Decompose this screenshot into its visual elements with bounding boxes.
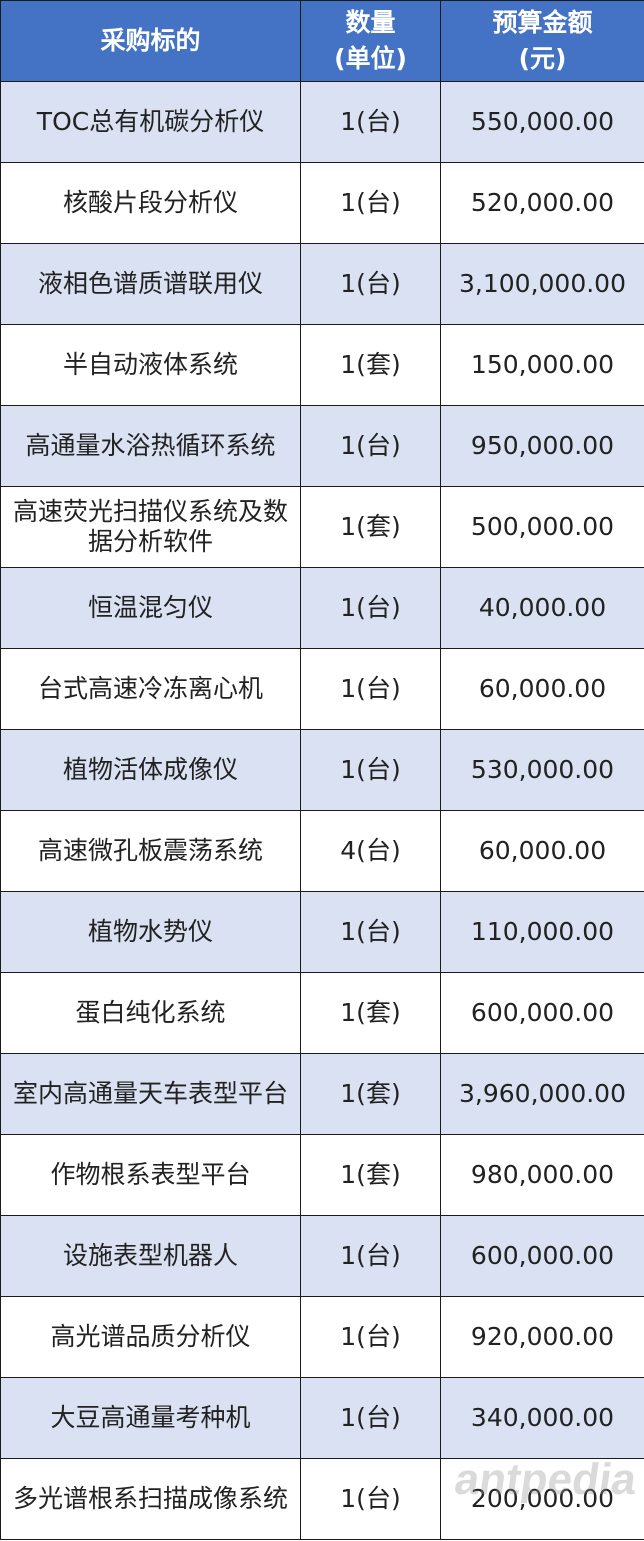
item-name-cell: 恒温混匀仪 (0, 567, 301, 649)
budget-cell: 550,000.00 (440, 81, 644, 163)
item-name-cell: 半自动液体系统 (0, 324, 301, 406)
table-row: 高速荧光扫描仪系统及数据分析软件 1(套) 500,000.00 (0, 486, 644, 568)
budget-cell: 920,000.00 (440, 1296, 644, 1378)
item-name-cell: 台式高速冷冻离心机 (0, 648, 301, 730)
table-row: 高通量水浴热循环系统 1(台) 950,000.00 (0, 405, 644, 487)
item-name-cell: TOC总有机碳分析仪 (0, 81, 301, 163)
item-name-cell: 高速荧光扫描仪系统及数据分析软件 (0, 486, 301, 568)
quantity-cell: 1(台) (300, 729, 441, 811)
table-row: 高速微孔板震荡系统 4(台) 60,000.00 (0, 810, 644, 892)
quantity-cell: 1(台) (300, 1215, 441, 1297)
table-row: 设施表型机器人 1(台) 600,000.00 (0, 1215, 644, 1297)
quantity-cell: 1(台) (300, 162, 441, 244)
quantity-cell: 1(台) (300, 891, 441, 973)
table-row: 植物水势仪 1(台) 110,000.00 (0, 891, 644, 973)
table-row: 作物根系表型平台 1(套) 980,000.00 (0, 1134, 644, 1216)
quantity-cell: 1(套) (300, 1053, 441, 1135)
quantity-cell: 1(台) (300, 1296, 441, 1378)
quantity-cell: 1(套) (300, 324, 441, 406)
item-name-cell: 设施表型机器人 (0, 1215, 301, 1297)
table-header-row: 采购标的 数量 (单位) 预算金额 (元) (0, 0, 644, 82)
budget-cell: 520,000.00 (440, 162, 644, 244)
table-row: 蛋白纯化系统 1(套) 600,000.00 (0, 972, 644, 1054)
item-name-cell: 蛋白纯化系统 (0, 972, 301, 1054)
budget-cell: 60,000.00 (440, 648, 644, 730)
budget-cell: 600,000.00 (440, 972, 644, 1054)
table-row: 核酸片段分析仪 1(台) 520,000.00 (0, 162, 644, 244)
quantity-cell: 1(套) (300, 1134, 441, 1216)
quantity-cell: 1(台) (300, 567, 441, 649)
item-name-cell: 大豆高通量考种机 (0, 1377, 301, 1459)
item-name-cell: 多光谱根系扫描成像系统 (0, 1458, 301, 1540)
item-name-cell: 高通量水浴热循环系统 (0, 405, 301, 487)
quantity-cell: 1(台) (300, 243, 441, 325)
item-name-cell: 高光谱品质分析仪 (0, 1296, 301, 1378)
table-row: 多光谱根系扫描成像系统 1(台) 200,000.00 (0, 1458, 644, 1540)
quantity-cell: 1(台) (300, 1458, 441, 1540)
table-row: TOC总有机碳分析仪 1(台) 550,000.00 (0, 81, 644, 163)
item-name-cell: 核酸片段分析仪 (0, 162, 301, 244)
budget-cell: 40,000.00 (440, 567, 644, 649)
item-name-cell: 植物水势仪 (0, 891, 301, 973)
budget-cell: 980,000.00 (440, 1134, 644, 1216)
table-row: 恒温混匀仪 1(台) 40,000.00 (0, 567, 644, 649)
quantity-cell: 1(台) (300, 405, 441, 487)
budget-cell: 3,960,000.00 (440, 1053, 644, 1135)
budget-cell: 950,000.00 (440, 405, 644, 487)
budget-cell: 3,100,000.00 (440, 243, 644, 325)
table-row: 室内高通量天车表型平台 1(套) 3,960,000.00 (0, 1053, 644, 1135)
table-row: 大豆高通量考种机 1(台) 340,000.00 (0, 1377, 644, 1459)
quantity-cell: 4(台) (300, 810, 441, 892)
budget-cell: 600,000.00 (440, 1215, 644, 1297)
header-budget: 预算金额 (元) (440, 0, 644, 82)
item-name-cell: 作物根系表型平台 (0, 1134, 301, 1216)
table-row: 半自动液体系统 1(套) 150,000.00 (0, 324, 644, 406)
header-quantity: 数量 (单位) (300, 0, 441, 82)
quantity-cell: 1(套) (300, 972, 441, 1054)
header-item: 采购标的 (0, 0, 301, 82)
quantity-cell: 1(台) (300, 648, 441, 730)
item-name-cell: 植物活体成像仪 (0, 729, 301, 811)
item-name-cell: 液相色谱质谱联用仪 (0, 243, 301, 325)
table-row: 台式高速冷冻离心机 1(台) 60,000.00 (0, 648, 644, 730)
table-row: 高光谱品质分析仪 1(台) 920,000.00 (0, 1296, 644, 1378)
quantity-cell: 1(套) (300, 486, 441, 568)
quantity-cell: 1(台) (300, 1377, 441, 1459)
budget-cell: 340,000.00 (440, 1377, 644, 1459)
budget-cell: 500,000.00 (440, 486, 644, 568)
budget-cell: 530,000.00 (440, 729, 644, 811)
table-row: 植物活体成像仪 1(台) 530,000.00 (0, 729, 644, 811)
quantity-cell: 1(台) (300, 81, 441, 163)
budget-cell: 200,000.00 (440, 1458, 644, 1540)
table-row: 液相色谱质谱联用仪 1(台) 3,100,000.00 (0, 243, 644, 325)
item-name-cell: 室内高通量天车表型平台 (0, 1053, 301, 1135)
budget-cell: 60,000.00 (440, 810, 644, 892)
budget-cell: 150,000.00 (440, 324, 644, 406)
budget-cell: 110,000.00 (440, 891, 644, 973)
item-name-cell: 高速微孔板震荡系统 (0, 810, 301, 892)
